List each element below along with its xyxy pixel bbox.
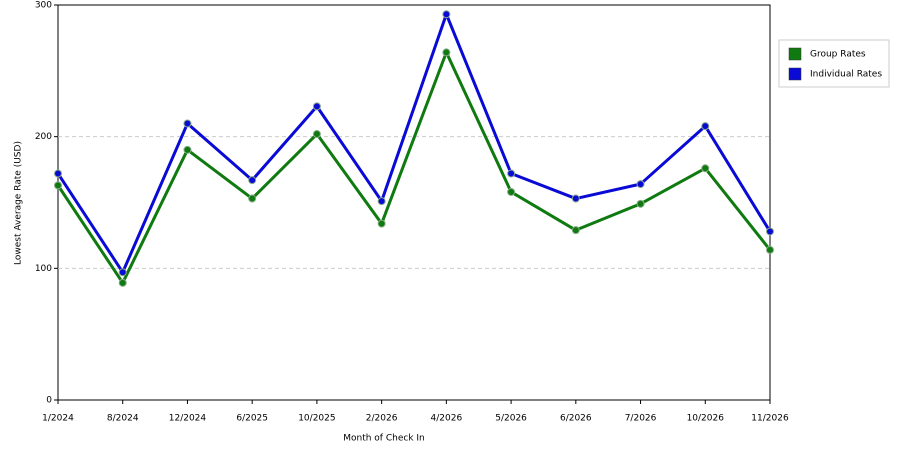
point	[54, 181, 62, 190]
point	[571, 226, 580, 235]
y-tick-label: 300	[35, 1, 52, 11]
point	[118, 268, 127, 277]
point	[183, 145, 192, 154]
point	[766, 227, 774, 236]
point	[312, 130, 321, 139]
x-tick-label: 11/2026	[751, 414, 789, 424]
point	[701, 122, 710, 131]
point	[442, 10, 451, 19]
point	[377, 219, 386, 228]
plot-frame	[57, 4, 771, 401]
point	[118, 278, 127, 287]
x-tick-label: 6/2025	[236, 414, 268, 424]
point	[377, 197, 386, 206]
y-tick-label: 0	[46, 396, 52, 406]
x-tick-label: 12/2024	[169, 414, 207, 424]
x-tick-label: 6/2026	[560, 414, 592, 424]
point	[766, 245, 774, 254]
point	[183, 119, 192, 128]
point	[701, 164, 710, 173]
point	[571, 194, 580, 203]
legend-label: Individual Rates	[810, 70, 882, 80]
x-tick-label: 2/2026	[366, 414, 398, 424]
y-tick-label: 100	[35, 264, 52, 274]
x-tick-label: 4/2026	[431, 414, 463, 424]
legend-swatch	[788, 47, 802, 61]
point	[507, 187, 516, 196]
point	[442, 48, 451, 57]
x-tick-label: 10/2025	[298, 414, 335, 424]
point	[636, 180, 645, 189]
point	[312, 102, 321, 111]
point	[507, 169, 516, 178]
point	[248, 194, 257, 203]
legend-label: Group Rates	[810, 50, 866, 60]
legend-swatch	[788, 67, 802, 81]
x-tick-label: 10/2026	[687, 414, 725, 424]
x-tick-label: 5/2026	[495, 414, 527, 424]
x-tick-label: 7/2026	[625, 414, 657, 424]
series-line	[56, 50, 772, 285]
point	[636, 199, 645, 208]
series-line	[56, 12, 772, 274]
x-axis-label: Month of Check In	[343, 434, 425, 444]
point	[248, 176, 257, 185]
y-tick-label: 200	[35, 132, 52, 142]
x-tick-label: 8/2024	[107, 414, 139, 424]
y-axis-label: Lowest Average Rate (USD)	[14, 141, 24, 265]
x-tick-label: 1/2024	[42, 414, 74, 424]
point	[54, 169, 62, 178]
